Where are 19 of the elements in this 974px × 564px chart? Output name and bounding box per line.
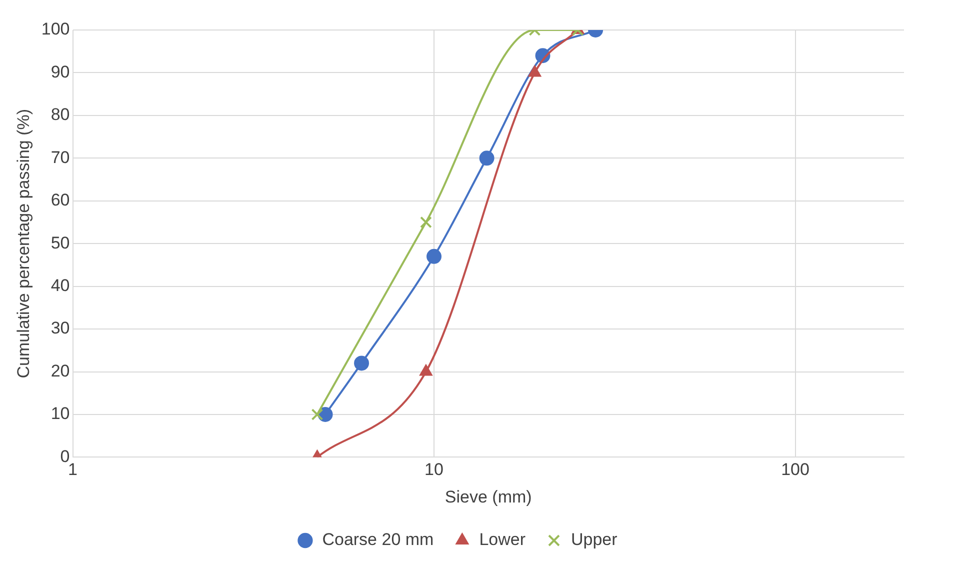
y-tick-label: 60 [50, 190, 70, 210]
y-tick-label: 80 [50, 105, 70, 124]
y-tick-label: 10 [50, 404, 70, 424]
legend-label: Coarse 20 mm [322, 530, 434, 550]
x-axis-title: Sieve (mm) [444, 487, 532, 506]
x-tick-label: 10 [424, 460, 444, 480]
y-tick-label: 0 [60, 446, 70, 466]
legend-label: Upper [570, 530, 618, 550]
y-tick-label: 70 [50, 148, 70, 167]
y-tick-label: 30 [50, 318, 70, 338]
y-tick-label: 40 [50, 276, 70, 296]
y-tick-label: 50 [50, 233, 70, 252]
y-tick-label: 100 [41, 20, 70, 39]
legend-label: Lower [479, 530, 526, 550]
y-tick-label: 90 [50, 62, 70, 82]
y-tick-label: 20 [50, 361, 70, 380]
y-axis-title: Cumulative percentage passing (%) [14, 108, 33, 378]
x-tick-label: 1 [68, 460, 78, 480]
x-tick-label: 100 [781, 460, 810, 480]
